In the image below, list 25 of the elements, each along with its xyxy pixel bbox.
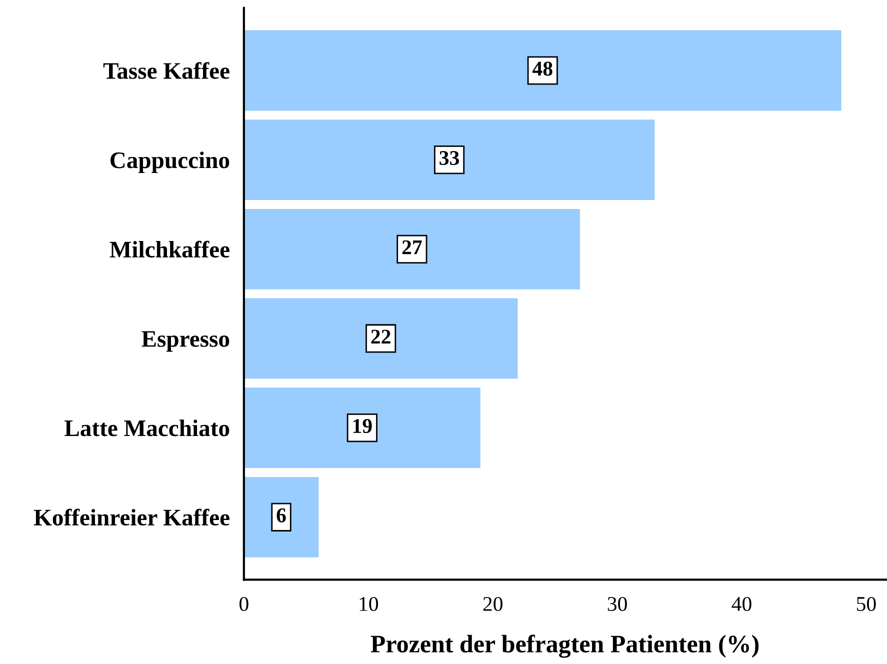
data-label: 6	[276, 508, 286, 522]
x-axis-title: Prozent der befragten Patienten (%)	[370, 634, 759, 658]
y-tick-label: Koffeinreier Kaffee	[34, 508, 230, 526]
x-tick-label: 0	[240, 596, 248, 611]
y-tick-label: Cappuccino	[110, 152, 230, 174]
bar	[244, 120, 655, 200]
y-tick-label: Espresso	[142, 331, 230, 352]
x-tick-label: 50	[856, 596, 876, 611]
y-tick-label: Latte Macchiato	[64, 420, 230, 436]
x-tick-label: 10	[360, 596, 378, 611]
bar	[244, 208, 580, 290]
data-label: 48	[532, 62, 552, 76]
x-tick-label: 40	[732, 596, 752, 611]
data-label: 27	[402, 240, 422, 254]
y-tick-label: Milchkaffee	[110, 240, 230, 258]
x-tick-label: 20	[483, 596, 502, 611]
y-tick-label: Tasse Kaffee	[103, 62, 230, 79]
data-label: 33	[440, 151, 459, 166]
data-label: 22	[371, 330, 390, 344]
x-tick-label: 30	[608, 596, 627, 611]
bar	[244, 476, 319, 558]
bar	[244, 30, 842, 111]
bar	[244, 388, 480, 468]
data-label: 19	[353, 419, 372, 434]
bar	[244, 298, 518, 379]
